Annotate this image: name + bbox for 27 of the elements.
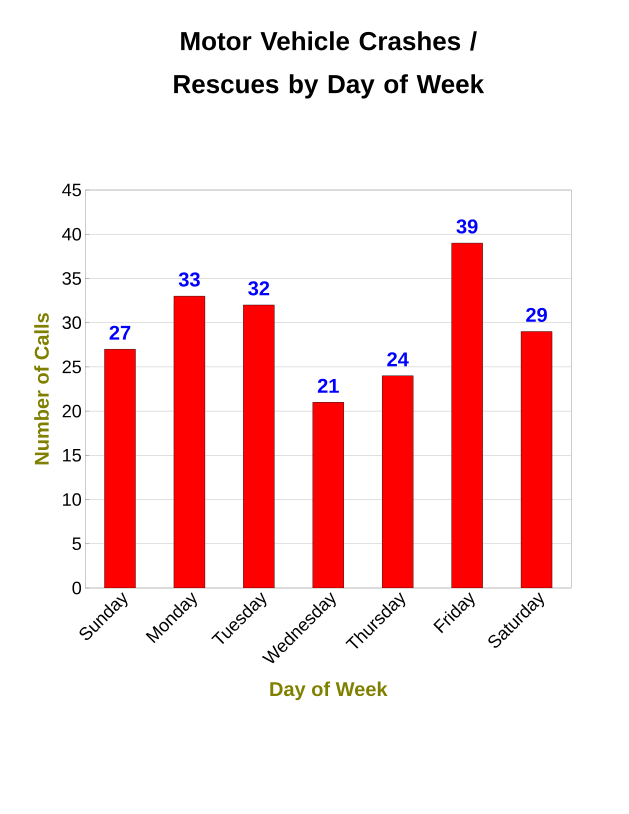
data-label: 21 (318, 378, 339, 393)
data-label: 33 (178, 272, 200, 287)
y-tick-label: 20 (62, 404, 82, 418)
bar (243, 304, 275, 588)
y-tick-label: 30 (62, 316, 82, 330)
y-tick-label: 25 (62, 360, 81, 374)
y-tick-label: 0 (72, 582, 82, 594)
y-tick-label: 45 (62, 184, 81, 196)
bar (451, 242, 483, 588)
data-label: 39 (456, 219, 478, 234)
y-tick-label: 5 (72, 537, 81, 550)
y-tick-label: 35 (62, 272, 81, 285)
data-label: 32 (248, 281, 270, 296)
bar (520, 331, 552, 588)
x-axis-title: Day of Week (270, 681, 388, 700)
bar (312, 402, 344, 588)
bar (174, 296, 206, 588)
y-tick-label: 40 (62, 228, 82, 241)
data-label: 27 (110, 326, 130, 340)
bar (104, 349, 136, 588)
chart-title: Motor Vehicle Crashes / Rescues by Day of Week (174, 31, 484, 98)
bar (382, 376, 414, 588)
y-tick-label: 10 (63, 493, 82, 506)
y-tick-label: 15 (63, 449, 81, 462)
y-axis-title: Number of Calls (34, 313, 49, 464)
data-label: 29 (526, 308, 547, 322)
data-label: 24 (387, 352, 409, 366)
